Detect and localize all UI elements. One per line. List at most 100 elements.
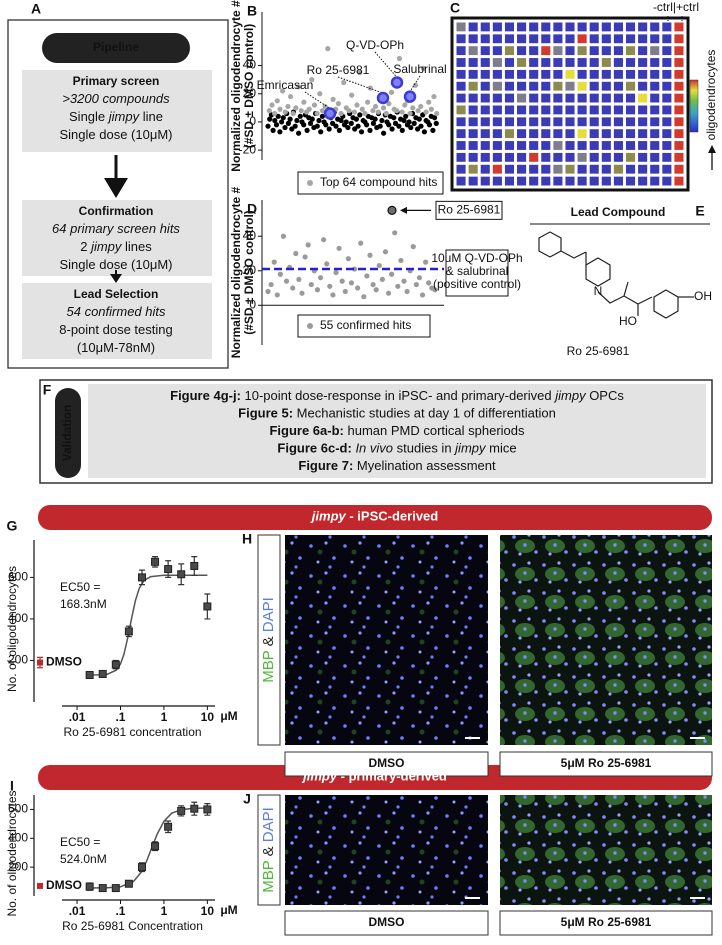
point xyxy=(411,120,417,126)
heat-cell xyxy=(541,34,551,44)
heat-cell xyxy=(529,69,539,79)
heat-cell xyxy=(638,141,648,150)
text-segment: lines xyxy=(121,239,152,254)
text-segment: mice xyxy=(486,441,517,456)
heat-cell xyxy=(468,93,478,103)
point xyxy=(355,123,361,129)
x-axis-label: Ro 25-6981 Concentration xyxy=(62,919,203,933)
point xyxy=(304,127,310,133)
x-axis-label: Ro 25-6981 concentration xyxy=(63,725,201,739)
arrow-head xyxy=(104,178,128,198)
heat-cell xyxy=(601,176,611,186)
heat-cell xyxy=(674,34,684,44)
heat-cell xyxy=(613,93,623,103)
heat-cell xyxy=(456,152,466,162)
heat-cell xyxy=(517,81,527,91)
heat-cell xyxy=(456,69,466,79)
point xyxy=(266,108,272,114)
point xyxy=(357,112,363,118)
heat-cell xyxy=(456,34,466,44)
heat-cell xyxy=(492,141,502,150)
heat-cell xyxy=(529,105,539,115)
heat-cell xyxy=(565,105,575,115)
pill xyxy=(42,33,190,63)
point xyxy=(376,262,382,269)
text-segment: jimpy xyxy=(89,239,123,254)
heat-cell xyxy=(589,105,599,115)
point xyxy=(203,602,212,611)
heat-cell xyxy=(625,58,636,67)
heat-cell xyxy=(504,93,515,103)
point xyxy=(410,244,416,250)
text-segment: DAPI xyxy=(260,597,277,632)
point xyxy=(301,122,307,128)
heat-cell xyxy=(638,69,648,79)
y-axis-label: No. of oligodendrocytes xyxy=(5,790,19,916)
point xyxy=(348,120,354,126)
heat-cell xyxy=(565,22,575,32)
heat-cell xyxy=(565,58,575,67)
validation-tag: Validation xyxy=(60,405,74,462)
y-tick-label: 600 xyxy=(8,802,28,816)
text-segment: Figure 6a-b: xyxy=(269,423,343,438)
annotation: Emricasan xyxy=(257,78,314,92)
heat-cell xyxy=(613,22,623,32)
heat-cell xyxy=(480,129,490,139)
y-tick-label: 40 xyxy=(243,58,257,72)
heat-cell xyxy=(625,34,636,44)
heat-cell xyxy=(529,129,539,139)
heat-cell xyxy=(613,81,623,91)
point xyxy=(381,130,387,136)
point xyxy=(342,288,348,295)
validation-line: Figure 6a-b: human PMD cortical spheriod… xyxy=(269,423,525,438)
heat-cell xyxy=(504,58,515,67)
heat-cell xyxy=(601,93,611,103)
heat-cell xyxy=(577,69,587,79)
heat-cell xyxy=(492,117,502,127)
text-segment: - iPSC-derived xyxy=(346,509,439,524)
heat-cell xyxy=(662,129,672,139)
heat-cell xyxy=(650,34,660,44)
heat-cell xyxy=(650,69,660,79)
point xyxy=(294,117,300,124)
point xyxy=(302,254,308,260)
point xyxy=(324,261,330,267)
y-tick-label: 600 xyxy=(8,570,28,584)
point xyxy=(314,110,320,117)
point xyxy=(415,108,421,114)
heat-cell xyxy=(541,46,551,56)
heat-cell xyxy=(625,81,636,91)
heat-cell xyxy=(674,81,684,91)
point xyxy=(277,106,283,112)
heat-cell xyxy=(492,93,502,103)
point xyxy=(351,109,357,115)
y-axis-label: Normalized oligodendrocyte # xyxy=(229,186,243,358)
control-point xyxy=(37,882,43,889)
panel-letter: D xyxy=(247,201,257,217)
step-line: 8-point dose testing xyxy=(59,322,172,337)
y-tick-label: 0 xyxy=(249,297,256,311)
point xyxy=(433,120,439,126)
fit-curve xyxy=(89,807,208,889)
step-line: Single jimpy line xyxy=(69,109,163,124)
heat-cell xyxy=(601,58,611,67)
heat-cell xyxy=(541,69,551,79)
heat-cell xyxy=(492,105,502,115)
point xyxy=(275,113,281,119)
point xyxy=(273,122,280,128)
text-segment: OPCs xyxy=(586,388,625,403)
heat-cell xyxy=(650,105,660,115)
heat-cell xyxy=(517,34,527,44)
heat-cell xyxy=(504,34,515,44)
y-axis-label: No. of oligodendrocytes xyxy=(5,566,19,692)
heat-cell xyxy=(553,46,563,56)
point xyxy=(357,70,363,76)
point xyxy=(423,259,429,265)
atom-label: N xyxy=(594,284,603,298)
heat-cell xyxy=(565,152,575,162)
step-box xyxy=(22,200,212,276)
heat-cell xyxy=(638,46,648,56)
text-segment: 8-point dose testing xyxy=(59,322,172,337)
heat-cell xyxy=(638,164,648,174)
heat-cell xyxy=(529,117,539,127)
